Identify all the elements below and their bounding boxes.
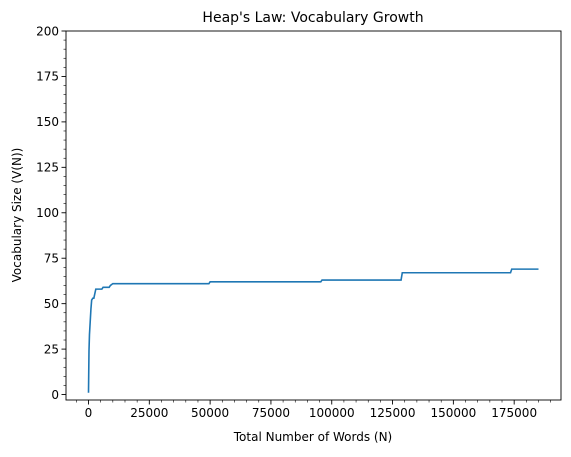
x-axis: 0 25000 50000 75000 100000 125000 150000 175000 <box>76 400 551 420</box>
y-tick-label: 150 <box>36 115 59 129</box>
x-tick-label: 125000 <box>370 406 416 420</box>
y-tick-label: 50 <box>44 297 59 311</box>
plot-area <box>65 30 562 401</box>
x-tick-label: 0 <box>85 406 93 420</box>
x-axis-label: Total Number of Words (N) <box>233 430 393 444</box>
y-tick-label: 25 <box>44 342 59 356</box>
y-axis-label: Vocabulary Size (V(N)) <box>10 148 24 283</box>
x-tick-label: 50000 <box>191 406 229 420</box>
chart-title: Heap's Law: Vocabulary Growth <box>202 10 423 26</box>
y-tick-label: 75 <box>44 252 59 266</box>
x-tick-label: 75000 <box>252 406 290 420</box>
x-tick-label: 25000 <box>130 406 168 420</box>
y-tick-label: 100 <box>36 206 59 220</box>
x-tick-label: 100000 <box>309 406 355 420</box>
y-tick-label: 0 <box>51 388 59 402</box>
y-tick-label: 200 <box>36 24 59 38</box>
plot-frame <box>65 30 562 401</box>
y-tick-label: 125 <box>36 161 59 175</box>
x-tick-label: 175000 <box>491 406 537 420</box>
y-tick-label: 175 <box>36 70 59 84</box>
y-axis: 0 25 50 75 100 125 150 175 200 <box>36 24 66 402</box>
x-tick-label: 150000 <box>430 406 476 420</box>
series-line-0 <box>87 268 539 393</box>
